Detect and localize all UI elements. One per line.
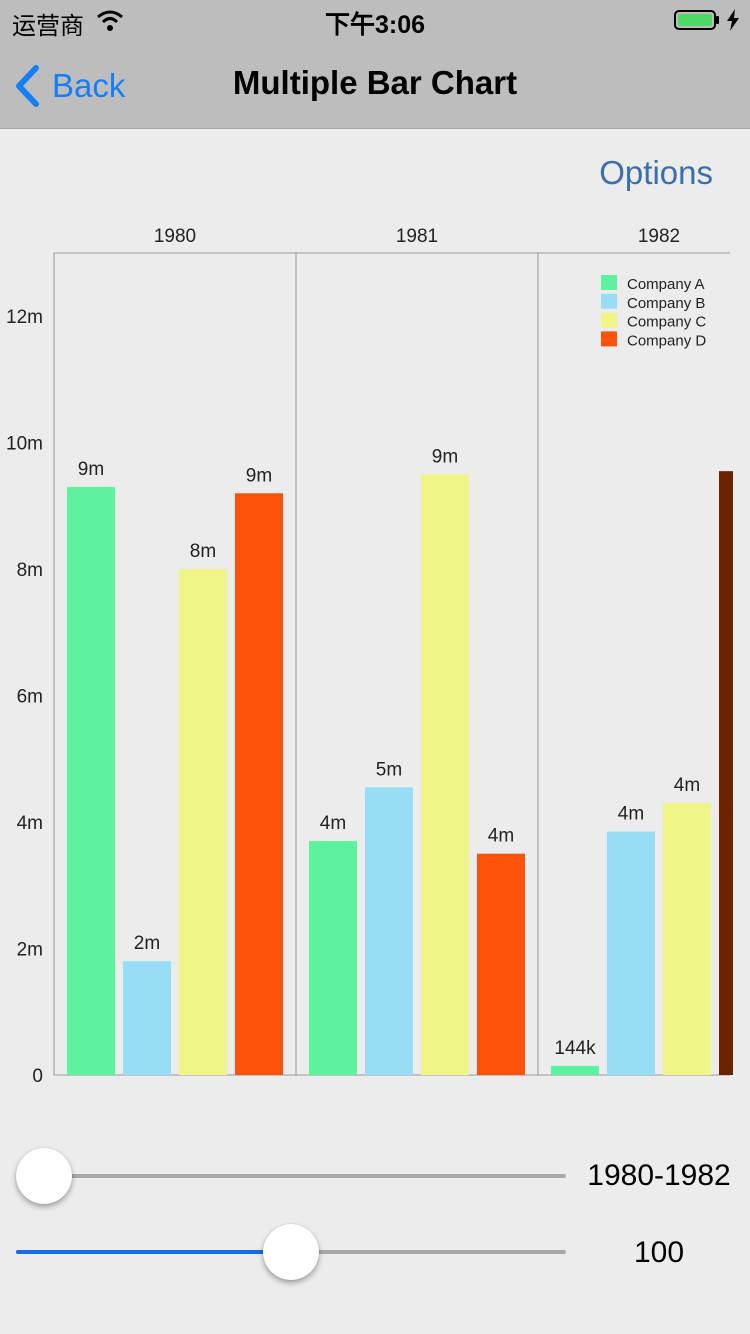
count-slider[interactable] [16,1222,566,1282]
bar-value-label: 9m [78,459,104,480]
legend-label: Company D [627,332,706,349]
bar-chart: 0 2m 4m 6m 8m 10m 12m 1980 1981 1982 9m 2m 8m 9m 4m 5m 9… [6,226,733,1087]
bar-value-label: 9m [246,465,272,486]
back-button[interactable]: Back [14,58,125,114]
y-tick-label: 0 [32,1066,43,1087]
wifi-icon [97,10,123,31]
bar-value-label: 4m [674,775,700,796]
category-label: 1981 [396,226,438,247]
category-label: 1980 [154,226,196,247]
slider-fill [16,1250,291,1254]
bar-value-label: 144k [554,1038,596,1059]
bar[interactable] [235,493,283,1075]
slider-thumb[interactable] [263,1224,319,1280]
back-label: Back [52,67,126,104]
category-label: 1982 [638,226,680,247]
legend-swatch [601,331,617,347]
legend-swatch [601,293,617,309]
options-button[interactable]: Options [599,154,713,191]
bar-value-label: 8m [190,541,216,562]
navigation-bar: 运营商 下午3:06 Back Multiple Bar Chart [0,0,750,129]
page-title: Multiple Bar Chart [232,64,518,101]
bar[interactable] [663,803,711,1075]
charging-icon [727,9,739,31]
bar[interactable] [551,1065,599,1075]
y-tick-label: 10m [6,434,43,455]
y-tick-label: 6m [17,687,43,708]
y-tick-label: 12m [6,307,43,328]
chevron-left-icon [16,65,39,107]
bar[interactable] [179,569,227,1075]
legend-label: Company B [627,295,705,312]
bar[interactable] [477,853,525,1075]
status-time: 下午3:06 [324,11,426,39]
bar[interactable] [421,474,469,1075]
battery-icon [674,10,719,30]
bar-value-label: 4m [618,804,644,825]
bar-partial[interactable] [719,471,733,1076]
bar[interactable] [607,831,655,1075]
bar-value-label: 9m [432,446,458,467]
legend-label: Company A [627,276,705,293]
y-tick-label: 4m [17,813,43,834]
y-tick-label: 8m [17,560,43,581]
legend-label: Company C [627,314,706,331]
bar-value-label: 4m [488,826,514,847]
carrier-label: 运营商 [12,13,84,40]
bar[interactable] [309,841,357,1075]
y-tick-label: 2m [17,940,43,961]
slider-track [16,1174,566,1178]
bar[interactable] [67,486,115,1075]
count-value: 100 [633,1236,685,1269]
legend-swatch [601,275,617,290]
slider-thumb[interactable] [15,1148,72,1204]
bar[interactable] [123,961,171,1075]
bar[interactable] [365,787,413,1075]
year-range-slider[interactable] [15,1146,566,1206]
bar-value-label: 5m [376,759,402,780]
legend-swatch [601,312,617,328]
year-range-value: 1980-1982 [587,1159,731,1192]
bar-value-label: 4m [320,813,346,834]
bar-value-label: 2m [134,933,160,954]
